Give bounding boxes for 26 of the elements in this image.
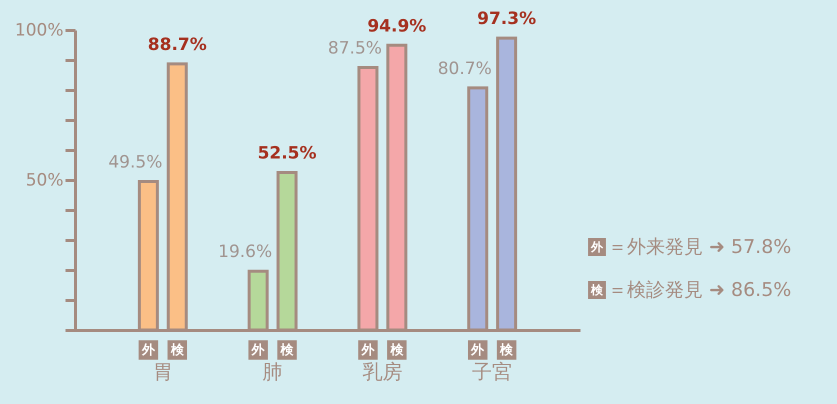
data-label: 88.7% — [148, 34, 207, 55]
text: 検 — [500, 343, 514, 358]
series-label: 検 — [170, 343, 185, 358]
data-label: 80.7% — [438, 58, 492, 79]
y-tick-label: 100% — [14, 20, 64, 40]
text: 外 — [361, 343, 374, 358]
data-label: 94.9% — [367, 16, 426, 36]
x-tick-label: 胃 — [152, 360, 173, 384]
data-label: 52.5% — [258, 144, 317, 164]
text: 検 — [591, 283, 603, 297]
text: 外 — [591, 240, 603, 254]
x-tick-label: 肺 — [262, 360, 283, 384]
series-label: 外 — [140, 343, 156, 358]
text: 検 — [390, 343, 404, 358]
text: 検 — [280, 343, 294, 358]
data-label: 19.6% — [218, 242, 272, 262]
x-tick-label: 乳房 — [362, 360, 402, 384]
data-label: 49.5% — [108, 152, 162, 172]
x-tick-label: 子宮 — [472, 360, 512, 384]
text: 外 — [252, 343, 265, 358]
y-tick-label: 50% — [26, 170, 64, 190]
text: ＝外来発見 ➜ 57.8% — [608, 236, 792, 258]
data-label: 87.5% — [328, 38, 382, 58]
text: ＝検診発見 ➜ 86.5% — [608, 279, 792, 301]
text: 外 — [471, 343, 484, 358]
data-label: 97.3% — [477, 9, 536, 30]
